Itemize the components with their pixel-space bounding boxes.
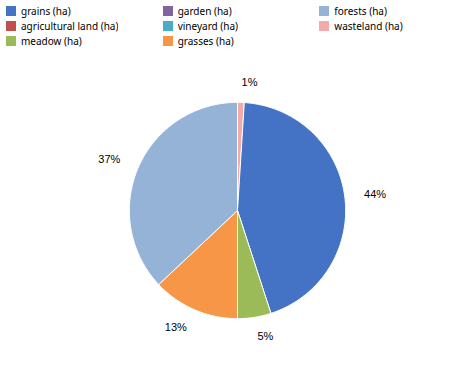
svg-text:37%: 37% bbox=[98, 153, 120, 165]
html-text:meadow (ha): meadow (ha) bbox=[21, 34, 82, 48]
html-text:agricultural land (ha): agricultural land (ha) bbox=[21, 19, 119, 33]
html-text:wasteland (ha): wasteland (ha) bbox=[334, 19, 403, 33]
html-text:vineyard (ha): vineyard (ha) bbox=[177, 19, 239, 33]
svg-text:5%: 5% bbox=[257, 330, 273, 342]
html-text:grains (ha): grains (ha) bbox=[21, 4, 71, 18]
svg-text:13%: 13% bbox=[165, 321, 187, 333]
svg-text:44%: 44% bbox=[364, 188, 386, 200]
svg-text:1%: 1% bbox=[242, 76, 258, 88]
html-text:grasses (ha): grasses (ha) bbox=[177, 34, 234, 48]
html-text:garden (ha): garden (ha) bbox=[177, 4, 232, 18]
html-text:forests (ha): forests (ha) bbox=[334, 4, 387, 18]
